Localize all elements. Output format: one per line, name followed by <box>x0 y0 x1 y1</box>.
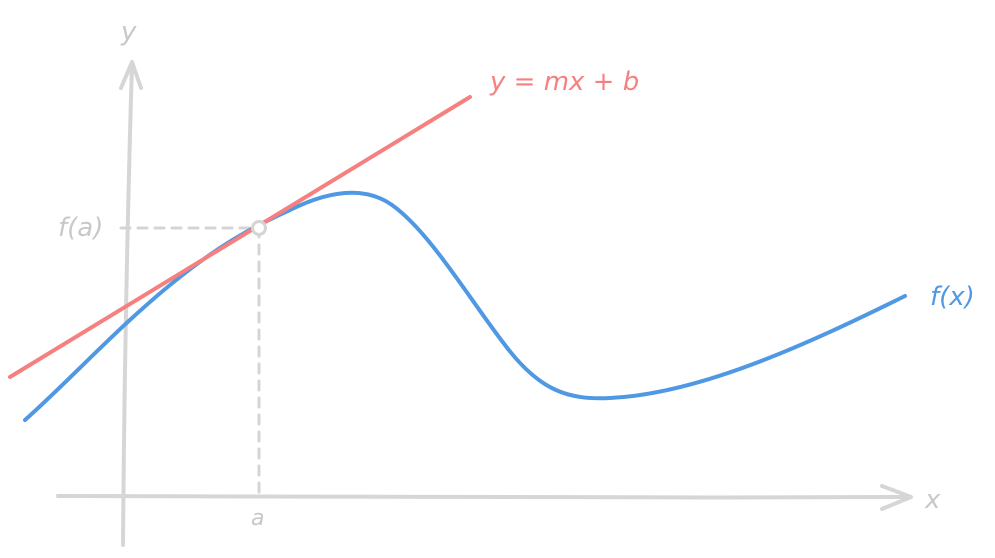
y-axis <box>121 62 134 547</box>
tangent-line <box>8 95 472 379</box>
tangent-point-marker <box>251 220 267 236</box>
function-label: f(x) <box>930 282 975 312</box>
x-axis-label: x <box>924 485 941 515</box>
f-of-a-label: f(a) <box>58 213 103 243</box>
x-axis-arrowhead <box>880 484 913 511</box>
function-curve <box>23 190 907 422</box>
tangent-equation-label: y = mx + b <box>489 67 639 97</box>
x-axis <box>56 493 911 500</box>
y-axis-label: y <box>120 17 137 47</box>
a-label: a <box>251 506 264 531</box>
y-axis-arrowhead <box>119 60 143 90</box>
